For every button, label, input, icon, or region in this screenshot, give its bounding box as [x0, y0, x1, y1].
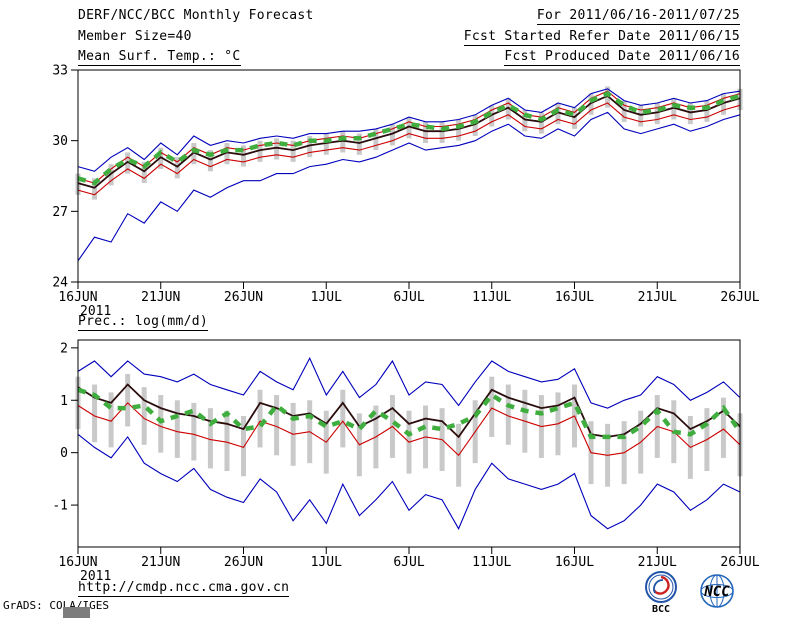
svg-text:26JUL: 26JUL: [720, 290, 759, 305]
svg-text:27: 27: [52, 205, 68, 220]
grads-credit: GrADS: COLA/IGES: [3, 599, 109, 612]
svg-text:21JUL: 21JUL: [638, 290, 677, 305]
prec-panel-title: Prec.: log(mm/d): [78, 314, 209, 331]
svg-text:33: 33: [52, 64, 68, 79]
svg-text:21JUN: 21JUN: [141, 555, 180, 570]
svg-text:16JUN: 16JUN: [58, 290, 97, 305]
ncc-logo-label: NCC: [703, 584, 730, 600]
refer-date: Fcst Started Refer Date 2011/06/15: [463, 29, 740, 46]
svg-text:26JUN: 26JUN: [224, 555, 263, 570]
svg-text:2011: 2011: [80, 304, 111, 319]
svg-text:1JUL: 1JUL: [311, 290, 342, 305]
svg-text:2011: 2011: [80, 569, 111, 584]
svg-text:11JUL: 11JUL: [472, 555, 511, 570]
svg-text:26JUL: 26JUL: [720, 555, 759, 570]
svg-text:0: 0: [60, 446, 68, 461]
svg-text:11JUL: 11JUL: [472, 290, 511, 305]
svg-text:21JUN: 21JUN: [141, 290, 180, 305]
bcc-logo-icon: BCC: [645, 571, 677, 615]
svg-text:30: 30: [52, 134, 68, 149]
plot-title: DERF/NCC/BCC Monthly Forecast: [78, 8, 314, 23]
website-url: http://cmdp.ncc.cma.gov.cn: [78, 580, 290, 597]
member-size: Member Size=40: [78, 29, 192, 44]
svg-text:6JUL: 6JUL: [393, 555, 424, 570]
temp-panel-title: Mean Surf. Temp.: °C: [78, 49, 241, 66]
svg-text:6JUL: 6JUL: [393, 290, 424, 305]
forecast-range: For 2011/06/16-2011/07/25: [536, 8, 740, 25]
svg-text:1JUL: 1JUL: [311, 555, 342, 570]
bcc-logo-label: BCC: [652, 604, 670, 615]
produced-date: Fcst Produced Date 2011/06/16: [504, 49, 740, 66]
svg-text:21JUL: 21JUL: [638, 555, 677, 570]
svg-text:1: 1: [60, 394, 68, 409]
corner-artifact: [63, 607, 90, 618]
ncc-logo-icon: NCC: [700, 574, 734, 608]
svg-text:24: 24: [52, 276, 68, 291]
precipitation-chart: -1 0 1 2 16JUN 21JUN 26JUN 1JUL 6JUL 11JUL 16JUL 21…: [52, 339, 760, 584]
svg-text:26JUN: 26JUN: [224, 290, 263, 305]
svg-text:16JUN: 16JUN: [58, 555, 97, 570]
svg-text:16JUL: 16JUL: [555, 290, 594, 305]
svg-text:2: 2: [60, 341, 68, 356]
svg-text:-1: -1: [52, 499, 68, 514]
svg-text:16JUL: 16JUL: [555, 555, 594, 570]
temperature-chart: 24 27 30 33 16JUN 21JUN 26JUN 1JUL 6JUL 11JUL 16JU…: [52, 64, 759, 319]
